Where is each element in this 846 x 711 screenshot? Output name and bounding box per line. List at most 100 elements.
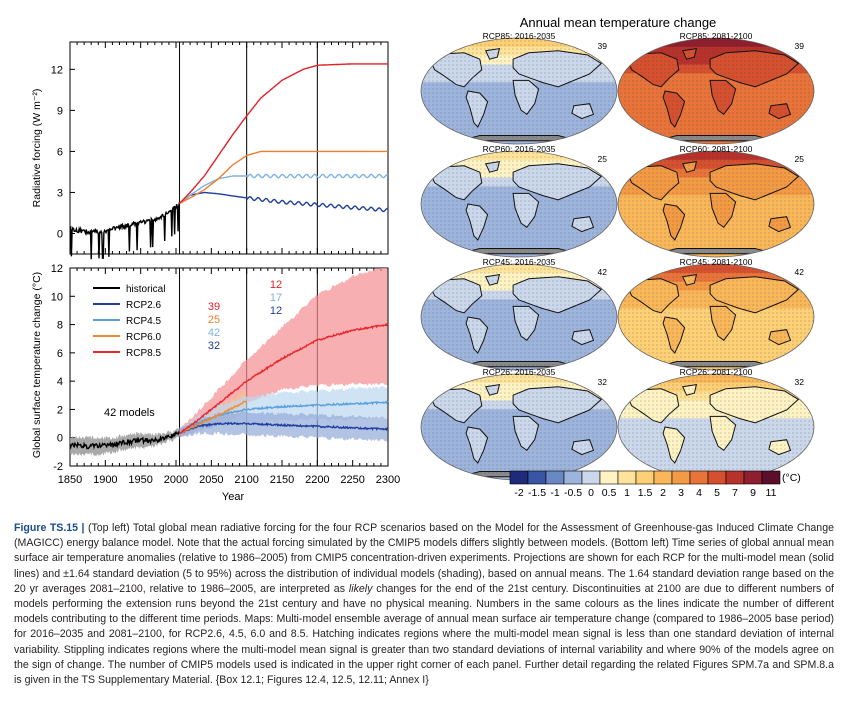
colorbar-tick-label: -1 [550, 487, 559, 499]
temperature-x-tick-label: 2300 [376, 474, 400, 486]
colorbar-tick-label: 1 [624, 487, 630, 499]
map-stippling [618, 38, 814, 144]
colorbar-tick-label: 3 [678, 487, 684, 499]
map-panel-label: RCP85: 2016-2035 [483, 31, 556, 41]
figure-caption: Figure TS.15 | (Top left) Total global m… [14, 521, 834, 688]
map-model-count: 25 [795, 154, 805, 164]
temperature-x-tick-label: 2250 [340, 474, 364, 486]
shading-rcp85 [179, 268, 388, 437]
temperature-x-tick-label: 2150 [270, 474, 294, 486]
colorbar-segment [725, 470, 745, 485]
colorbar-segment [743, 470, 763, 485]
temperature-y-tick-label: 4 [57, 376, 63, 388]
map-panel: RCP45: 2081-2100 42 [617, 257, 815, 371]
map-stippling [421, 374, 617, 480]
colorbar-tick-label: -1.5 [528, 487, 546, 499]
map-panel: RCP45: 2016-2035 42 [420, 257, 618, 371]
map-panel: RCP85: 2081-2100 39 [617, 31, 815, 145]
colorbar-segment [509, 470, 529, 485]
map-outline [617, 37, 815, 145]
temperature-line-rcp85 [179, 322, 389, 435]
colorbar-tick-label: 0.5 [602, 487, 617, 499]
temperature-y-tick-label: 2 [57, 404, 63, 416]
temperature-y-tick-label: 10 [51, 291, 63, 303]
model-count: 12 [270, 305, 282, 317]
map-outline [420, 150, 618, 258]
forcing-y-tick-label: 0 [57, 228, 63, 240]
temperature-chart: -2 0 2 4 6 8 10 12 1850 1900 1950 2000 2050 2100 2150 2… [31, 263, 400, 503]
map-stippling [421, 38, 617, 144]
temperature-legend: historical RCP2.6 RCP4.5 RCP6.0 RCP8.5 [93, 284, 165, 359]
map-panel-label: RCP45: 2016-2035 [483, 257, 556, 267]
temperature-x-tick-label: 2050 [199, 474, 223, 486]
colorbar-segment [617, 470, 637, 485]
temperature-x-tick-label: 1900 [93, 474, 117, 486]
colorbar-tick-label: 4 [696, 487, 702, 499]
temperature-line-rcp60 [179, 400, 248, 435]
legend-label: historical [126, 284, 165, 295]
temperature-series [69, 322, 389, 450]
colorbar-tick-label: 9 [750, 487, 756, 499]
temperature-y-tick-label: 6 [57, 348, 63, 360]
map-panel-label: RCP60: 2016-2035 [483, 144, 556, 154]
map-panel: RCP60: 2016-2035 25 [420, 144, 618, 258]
forcing-plot-frame [69, 41, 389, 255]
map-panel-label: RCP60: 2081-2100 [680, 144, 753, 154]
map-model-count: 39 [598, 41, 608, 51]
temperature-y-tick-label: 0 [57, 433, 63, 445]
legend-label: RCP4.5 [126, 316, 161, 327]
colorbar-segment [563, 470, 583, 485]
temperature-y-tick-label: 8 [57, 320, 63, 332]
map-panels: RCP85: 2016-2035 39 RCP85: 2081-2100 39 RCP6… [420, 31, 815, 481]
colorbar-segment [545, 470, 565, 485]
forcing-line-rcp45 [179, 173, 389, 204]
map-panel-label: RCP26: 2016-2035 [483, 367, 556, 377]
maps-title: Annual mean temperature change [520, 15, 717, 30]
colorbar-segment [761, 470, 781, 485]
map-outline [420, 263, 618, 371]
legend-label: RCP8.5 [126, 348, 161, 359]
model-count: 42 [208, 327, 220, 339]
caption-text-1: (Top left) Total global mean radiative f… [14, 522, 834, 595]
map-stippling [421, 151, 617, 257]
map-panel-label: RCP45: 2081-2100 [680, 257, 753, 267]
map-panel: RCP60: 2081-2100 25 [617, 144, 815, 258]
model-count: 39 [208, 301, 220, 313]
map-model-count: 32 [795, 377, 805, 387]
colorbar-tick-label: -2 [514, 487, 523, 499]
map-stippling [618, 374, 814, 480]
temperature-x-tick-label: 1850 [58, 474, 82, 486]
colorbar-segment [581, 470, 601, 485]
colorbar: -2 -1.5 -1 -0.5 0 0.5 1 1.5 2 3 4 5 7 9 11 [509, 470, 781, 499]
map-outline [617, 263, 815, 371]
legend-label: RCP2.6 [126, 300, 161, 311]
map-model-count: 32 [598, 377, 608, 387]
forcing-y-tick-label: 9 [57, 105, 63, 117]
temperature-x-tick-label: 2100 [234, 474, 258, 486]
forcing-line-rcp85 [179, 63, 388, 204]
colorbar-tick-label: -0.5 [564, 487, 582, 499]
map-panel: RCP26: 2081-2100 32 [617, 367, 815, 481]
temperature-line-historical [69, 430, 180, 450]
forcing-y-axis-label: Radiative forcing (W m⁻²) [31, 89, 43, 208]
colorbar-segment [671, 470, 691, 485]
forcing-series [69, 63, 389, 260]
colorbar-tick-label: 1.5 [638, 487, 653, 499]
temperature-shading [70, 268, 388, 457]
map-outline [420, 37, 618, 145]
temperature-plot-frame [69, 267, 389, 467]
map-panel-label: RCP26: 2081-2100 [680, 367, 753, 377]
forcing-line-rcp26 [179, 191, 389, 213]
figure-label: Figure TS.15 | [14, 522, 85, 534]
map-outline [617, 150, 815, 258]
map-model-count: 42 [598, 267, 608, 277]
colorbar-tick-label: 2 [660, 487, 666, 499]
colorbar-tick-label: 7 [732, 487, 738, 499]
colorbar-segment [599, 470, 619, 485]
maps-figure: Annual mean temperature change RCP85: 20… [420, 15, 815, 499]
model-count: 17 [270, 292, 282, 304]
forcing-line-rcp60 [179, 150, 388, 205]
map-panel-label: RCP85: 2081-2100 [680, 31, 753, 41]
